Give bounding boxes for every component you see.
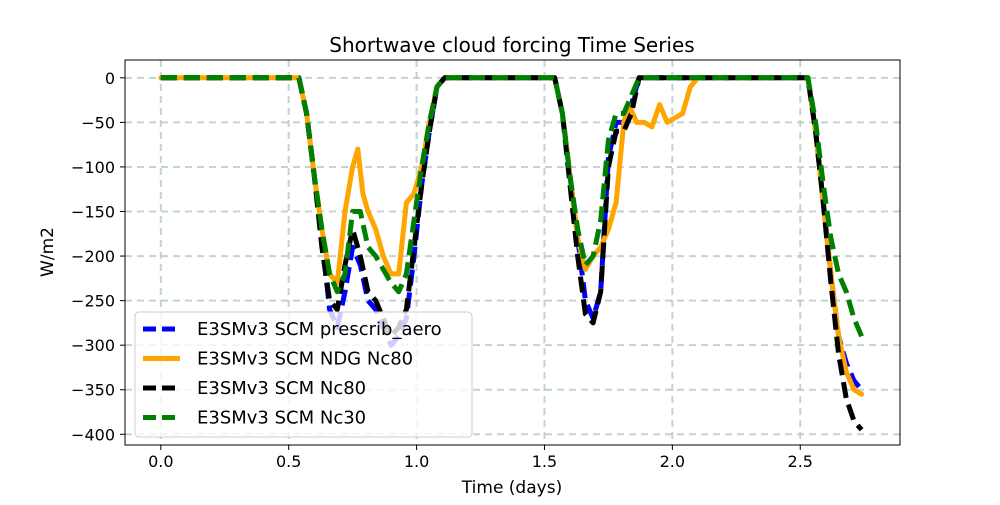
y-tick-label: 0 [105, 69, 115, 88]
x-tick-label: 2.5 [788, 452, 813, 471]
y-tick-label: −300 [71, 336, 115, 355]
plot-frame [124, 59, 901, 446]
y-tick-label: −350 [71, 381, 115, 400]
legend-box [134, 311, 473, 438]
legend-label: E3SMv3 SCM Nc30 [197, 408, 366, 429]
x-tick-label: 0.0 [148, 452, 173, 471]
series-line-4 [160, 75, 864, 338]
y-tick-label: −400 [71, 425, 115, 444]
x-axis-label: Time (days) [461, 478, 562, 498]
y-axis-label: W/m2 [38, 227, 58, 277]
legend-label: E3SMv3 SCM Nc80 [197, 378, 366, 399]
y-tick-label: −150 [71, 203, 115, 222]
y-tick-label: −100 [71, 158, 115, 177]
legend: E3SMv3 SCM prescrib_aero E3SMv3 SCM NDG N… [134, 311, 473, 438]
x-tick-label: 2.0 [660, 452, 685, 471]
legend-label: E3SMv3 SCM NDG Nc80 [197, 349, 413, 370]
y-tick-label: −250 [71, 292, 115, 311]
x-tick-label: 0.5 [276, 452, 301, 471]
legend-label: E3SMv3 SCM prescrib_aero [197, 319, 442, 340]
y-tick-label: −200 [71, 247, 115, 266]
series-lines [158, 75, 865, 432]
chart-title: Shortwave cloud forcing Time Series [329, 33, 694, 57]
y-tick-label: −50 [81, 113, 115, 132]
axis-ticks: 0.0 0.5 1.0 1.5 2.0 2.5 0 −50 −100 −150 −200 −250 −3… [71, 69, 813, 471]
x-tick-label: 1.0 [404, 452, 429, 471]
x-tick-label: 1.5 [532, 452, 557, 471]
